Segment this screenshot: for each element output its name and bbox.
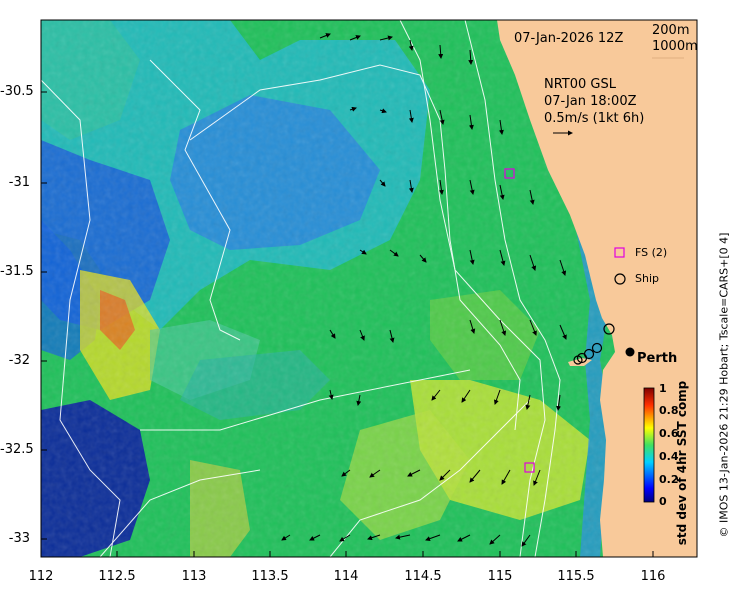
x-tick-label: 114.5 (404, 569, 442, 584)
y-tick-label: -33 (8, 531, 30, 546)
fs-marker (504, 168, 515, 179)
credit-line: © IMOS 13-Jan-2026 21:29 Hobart; Tscale=… (717, 232, 731, 538)
colorbar-tick-label: 0.4 (659, 450, 679, 463)
x-tick-label: 112 (28, 569, 54, 584)
fs-marker (524, 462, 535, 473)
ship-legend-icon (614, 273, 626, 285)
colorbar (643, 387, 655, 503)
x-tick-label: 112.5 (98, 569, 136, 584)
colorbar-tick-label: 0 (659, 495, 667, 508)
current-scale-label: 0.5m/s (1kt 6h) (544, 111, 645, 126)
y-tick-label: -32 (8, 353, 30, 368)
isobath-label-1000m: 1000m (652, 39, 698, 54)
y-tick-label: -30.5 (0, 84, 34, 99)
y-tick-label: -31 (8, 175, 30, 190)
fs-legend-icon (614, 247, 625, 258)
fs-legend-label: FS (2) (635, 246, 668, 259)
colorbar-tick-label: 0.6 (659, 427, 679, 440)
current-model-label: NRT00 GSL (544, 77, 616, 92)
x-tick-label: 116 (640, 569, 666, 584)
x-tick-label: 113.5 (251, 569, 289, 584)
current-vectors (281, 33, 567, 547)
axis-ticks (40, 91, 654, 557)
current-time-label: 07-Jan 18:00Z (544, 94, 637, 109)
colorbar-title: std dev of 4hr SST comp (675, 380, 689, 546)
timestamp-label: 07-Jan-2026 12Z (514, 31, 624, 46)
plot-frame (40, 19, 698, 558)
isobath-label-200m: 200m (652, 23, 690, 38)
x-tick-label: 114 (333, 569, 359, 584)
y-tick-label: -32.5 (0, 442, 34, 457)
colorbar-tick-label: 0.8 (659, 404, 679, 417)
colorbar-tick-label: 1 (659, 382, 667, 395)
x-tick-label: 115 (487, 569, 513, 584)
isobaths (41, 20, 561, 557)
perth-marker (625, 347, 635, 357)
x-tick-label: 113 (181, 569, 207, 584)
ship-track (573, 323, 615, 365)
city-label: Perth (637, 351, 678, 366)
colorbar-tick-label: 0.2 (659, 473, 679, 486)
y-tick-label: -31.5 (0, 264, 34, 279)
ship-legend-label: Ship (635, 272, 659, 285)
x-tick-label: 115.5 (557, 569, 595, 584)
